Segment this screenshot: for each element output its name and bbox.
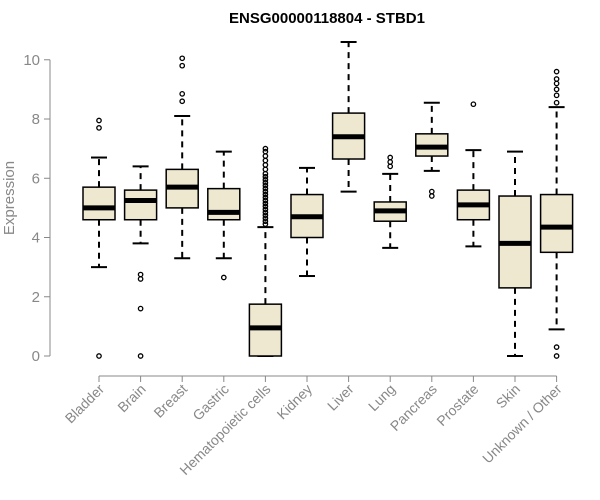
outlier-point [179,62,186,69]
box-group [290,166,324,278]
outlier-point [553,68,560,75]
y-axis-label: Expression [1,161,18,235]
y-tick-label: 4 [32,230,40,247]
outlier-point [96,353,102,359]
outlier-point [137,276,144,282]
y-axis: 0 2 4 6 8 10 [23,52,51,365]
outlier-point [470,101,477,108]
outlier-point [262,185,269,192]
outlier-point [262,170,269,177]
outlier-point [553,80,560,87]
outlier-point [553,76,560,82]
x-tick-label: Unknown / Other [479,381,565,467]
outlier-point [553,353,560,359]
box-group [248,145,283,357]
outlier-point [262,166,269,173]
outlier-point [428,188,435,195]
y-tick-label: 2 [32,289,40,306]
outlier-point [262,200,269,207]
box [123,189,158,221]
outlier-point [262,176,269,183]
x-tick-label: Breast [150,381,190,421]
outlier-point [387,163,394,170]
box [207,187,241,221]
outlier-point [262,173,269,180]
chart-title: ENSG00000118804 - STBD1 [229,10,425,27]
outlier-point [96,125,102,131]
box-group [123,165,158,359]
box [82,186,116,221]
outlier-point [137,353,144,359]
y-tick-label: 0 [32,348,40,365]
box-group [82,117,116,359]
outlier-point [262,194,269,201]
outlier-point [553,344,560,350]
x-tick-label: Brain [114,381,148,415]
outlier-point [262,203,269,210]
outlier-point [262,188,269,195]
outlier-point [262,206,269,213]
box-group [456,101,491,248]
outlier-point [96,117,102,124]
outlier-point [179,98,186,105]
box-group [165,55,199,260]
outlier-point [262,148,269,155]
outlier-point [262,212,269,219]
box-group [373,154,407,249]
outlier-point [262,221,269,228]
box [539,193,574,254]
box-group [415,101,449,199]
outlier-point [137,305,144,312]
y-tick-label: 6 [32,170,40,187]
outlier-point [137,271,144,278]
outlier-point [179,90,186,97]
outlier-point [262,162,269,168]
outlier-point [262,153,269,159]
box-group [498,150,532,357]
outlier-point [262,218,269,225]
outlier-point [262,182,269,189]
box-group [331,41,366,193]
outlier-point [262,179,269,186]
outlier-point [262,191,269,198]
outlier-point [262,215,269,222]
box-group [207,150,241,281]
x-tick-label: Kidney [274,381,316,423]
outlier-point [387,159,394,165]
outlier-point [179,55,186,62]
outlier-point [262,197,269,204]
outlier-point [553,99,560,106]
outlier-point [262,145,269,152]
outlier-point [553,86,560,93]
x-tick-label: Prostate [433,381,481,429]
outlier-point [387,154,394,161]
box-group [539,68,574,359]
outlier-point [553,92,560,99]
x-tick-label: Lung [365,381,398,414]
outlier-point [262,157,269,164]
boxes-layer [82,41,574,359]
outlier-point [428,193,435,199]
outlier-point [262,209,269,216]
outlier-point [220,274,227,281]
x-tick-label: Liver [324,381,357,414]
y-tick-label: 10 [23,52,40,69]
x-tick-label: Skin [493,381,524,412]
x-tick-label: Bladder [62,381,108,427]
y-tick-label: 8 [32,111,40,128]
